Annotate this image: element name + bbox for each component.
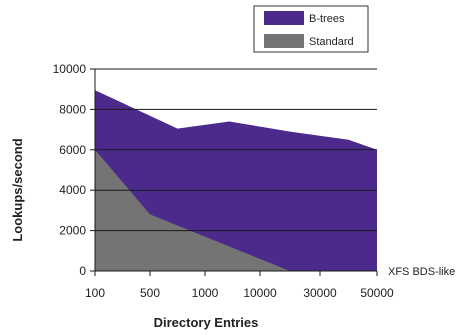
- y-tick-label-0: 0: [79, 264, 86, 278]
- y-axis-title: Lookups/second: [10, 138, 25, 241]
- y-tick-label-8000: 8000: [59, 102, 86, 116]
- x-tick-label-10000: 10000: [243, 286, 277, 300]
- axes: [94, 69, 377, 272]
- x-tick-labels: 100 500 1000 10000 30000 50000: [85, 271, 394, 300]
- x-tick-label-1000: 1000: [192, 286, 219, 300]
- y-tick-label-4000: 4000: [59, 183, 86, 197]
- legend-swatch-standard: [264, 34, 304, 48]
- area-standard: [95, 149, 290, 271]
- x-tick-label-50000: 50000: [360, 286, 394, 300]
- legend: B-trees Standard: [253, 5, 369, 53]
- legend-label-b-trees: B-trees: [309, 13, 345, 25]
- legend-label-standard: Standard: [309, 36, 354, 48]
- y-tick-labels: 0 2000 4000 6000 8000 10000: [53, 62, 95, 278]
- plot-areas: [95, 90, 377, 271]
- y-tick-label-10000: 10000: [53, 62, 87, 76]
- legend-swatch-b-trees: [264, 11, 304, 25]
- x-tick-label-30000: 30000: [303, 286, 337, 300]
- x-tick-label-500: 500: [140, 286, 160, 300]
- annotation-label: XFS BDS-like: [388, 266, 455, 278]
- grid-lines: [95, 68, 377, 232]
- x-axis-title: Directory Entries: [154, 315, 259, 330]
- y-tick-label-6000: 6000: [59, 143, 86, 157]
- y-tick-label-2000: 2000: [59, 224, 86, 238]
- x-tick-label-100: 100: [85, 286, 105, 300]
